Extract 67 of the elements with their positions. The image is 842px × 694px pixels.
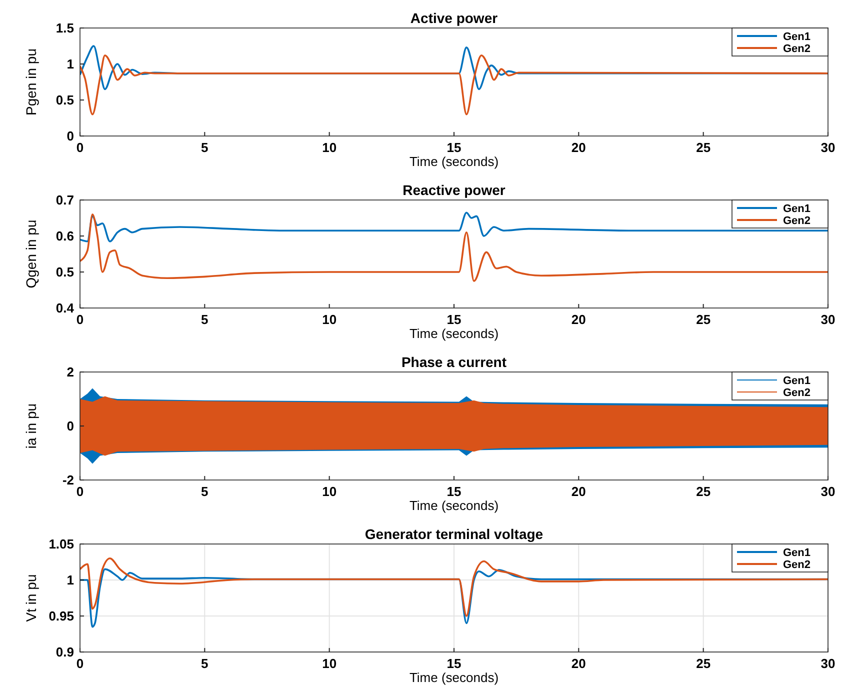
x-tick-label: 5 (201, 312, 208, 327)
chart-title: Phase a current (401, 354, 507, 370)
x-tick-label: 15 (446, 140, 462, 155)
legend-label: Gen1 (783, 546, 811, 559)
legend-label: Gen2 (783, 42, 811, 55)
x-tick-label: 15 (446, 656, 462, 671)
x-tick-label: 5 (201, 140, 208, 155)
line-series (80, 214, 828, 282)
x-tick-label: 25 (696, 312, 711, 327)
x-tick-label: 30 (820, 140, 836, 155)
line-series (80, 54, 828, 116)
legend-label: Gen2 (783, 214, 811, 227)
x-tick-label: 0 (76, 656, 84, 671)
y-tick-label: 0.5 (56, 92, 74, 108)
line-series (80, 212, 828, 242)
y-axis-title: Pgen in pu (23, 48, 39, 116)
y-tick-label: 0.6 (56, 228, 74, 244)
x-tick-label: 5 (201, 656, 208, 671)
x-tick-label: 15 (446, 312, 462, 327)
x-tick-label: 25 (696, 140, 711, 155)
x-tick-label: 20 (571, 656, 586, 671)
y-tick-label: 1 (66, 572, 74, 588)
x-tick-label: 25 (696, 484, 711, 499)
legend-label: Gen1 (783, 374, 811, 387)
chart-title: Active power (410, 10, 498, 26)
line-series (80, 558, 828, 617)
y-tick-label: 2 (66, 364, 74, 380)
y-tick-label: 1.05 (48, 536, 74, 552)
x-axis-title: Time (seconds) (409, 498, 499, 513)
x-tick-label: 20 (571, 140, 586, 155)
x-tick-label: 5 (201, 484, 208, 499)
x-tick-label: 0 (76, 140, 84, 155)
x-axis-title: Time (seconds) (409, 670, 499, 685)
y-tick-label: 0.4 (56, 300, 75, 316)
y-axis-title: Qgen in pu (23, 220, 39, 288)
x-tick-label: 20 (571, 484, 586, 499)
y-tick-label: 1.5 (56, 20, 74, 36)
x-tick-label: 25 (696, 656, 711, 671)
x-tick-label: 15 (446, 484, 462, 499)
y-tick-label: 0 (66, 128, 74, 144)
y-axis-title: Vt in pu (23, 574, 39, 622)
x-tick-label: 30 (820, 656, 836, 671)
y-tick-label: 0.5 (56, 264, 74, 280)
chart-title: Generator terminal voltage (364, 526, 544, 542)
x-tick-label: 20 (571, 312, 586, 327)
legend-label: Gen2 (783, 386, 811, 399)
y-tick-label: -2 (62, 472, 74, 488)
x-tick-label: 30 (820, 484, 836, 499)
y-tick-label: 0.95 (48, 608, 74, 624)
chart-title: Reactive power (402, 182, 506, 198)
y-axis-title: ia in pu (23, 403, 39, 449)
y-tick-label: 0.7 (56, 192, 74, 208)
x-tick-label: 0 (76, 312, 84, 327)
y-tick-label: 0 (66, 418, 74, 434)
y-tick-label: 1 (66, 56, 74, 72)
legend-label: Gen2 (783, 558, 811, 571)
legend-label: Gen1 (783, 30, 811, 43)
x-tick-label: 10 (322, 312, 337, 327)
x-axis-title: Time (seconds) (409, 326, 499, 341)
x-tick-label: 10 (322, 656, 337, 671)
x-tick-label: 0 (76, 484, 84, 499)
legend-label: Gen1 (783, 202, 811, 215)
y-tick-label: 0.9 (56, 644, 74, 660)
x-tick-label: 10 (322, 140, 337, 155)
x-tick-label: 10 (322, 484, 337, 499)
x-axis-title: Time (seconds) (409, 154, 499, 169)
x-tick-label: 30 (820, 312, 836, 327)
